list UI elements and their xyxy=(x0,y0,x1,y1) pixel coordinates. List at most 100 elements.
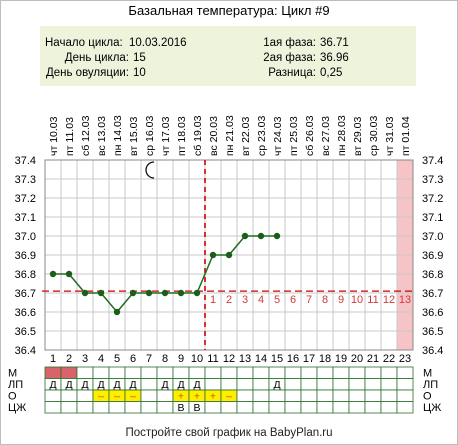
table-cell xyxy=(380,401,398,414)
footer-link[interactable]: Постройте свой график на BabyPlan.ru xyxy=(125,427,332,439)
x-tick-label: 4 xyxy=(98,353,104,365)
table-cell xyxy=(124,366,142,379)
plot-area: 37.4 37.4 37.3 37.3 37.2 37.2 37.1 37.1 37.0 37.0… xyxy=(15,155,444,365)
y-tick-label-right: 36.7 xyxy=(422,288,443,300)
date-label: чт 24.03 xyxy=(272,116,284,156)
luteal-day-number: 7 xyxy=(306,294,312,306)
luteal-day-number: 2 xyxy=(226,294,232,306)
temperature-point[interactable] xyxy=(65,270,73,278)
x-tick-label: 9 xyxy=(178,353,184,365)
table-cell xyxy=(348,401,366,414)
date-label: пн 28.03 xyxy=(336,115,348,156)
date-label: ср 16.03 xyxy=(144,116,156,156)
luteal-day-number: 9 xyxy=(338,294,344,306)
table-cell-mark: – xyxy=(114,391,120,403)
table-cell-mark: Д xyxy=(177,379,184,391)
table-cell xyxy=(140,401,158,414)
row-label-right: М xyxy=(423,368,432,380)
table-cell xyxy=(316,366,334,379)
y-tick-label-left: 36.8 xyxy=(15,269,36,281)
temperature-point[interactable] xyxy=(97,289,105,297)
table-cell xyxy=(252,401,270,414)
temperature-point[interactable] xyxy=(273,232,281,240)
temperature-point[interactable] xyxy=(193,289,201,297)
table-cell xyxy=(44,366,62,379)
phase2-label: 2ая фаза: xyxy=(263,52,316,64)
date-label: вс 13.03 xyxy=(96,116,108,156)
x-tick-label: 22 xyxy=(383,353,395,365)
date-label: чт 31.03 xyxy=(384,116,396,156)
table-cell-mark: – xyxy=(226,391,232,403)
cycle-start-value: 10.03.2016 xyxy=(129,37,187,49)
y-tick-label-left: 36.7 xyxy=(15,288,36,300)
table-cell xyxy=(364,378,382,391)
luteal-day-number: 13 xyxy=(399,294,411,306)
table-cell xyxy=(108,366,126,379)
x-tick-label: 12 xyxy=(223,353,235,365)
x-tick-label: 13 xyxy=(239,353,251,365)
phase1-label: 1ая фаза: xyxy=(263,37,316,49)
table-cell-mark: В xyxy=(177,402,184,414)
table-cell xyxy=(300,401,318,414)
table-cell xyxy=(284,401,302,414)
date-label: вс 20.03 xyxy=(208,116,220,156)
table-cell xyxy=(316,389,334,402)
phase2-value: 36.96 xyxy=(320,52,349,64)
luteal-day-number: 1 xyxy=(210,294,216,306)
table-cell xyxy=(332,366,350,379)
table-cell xyxy=(172,366,190,379)
table-cell xyxy=(60,401,78,414)
temperature-point[interactable] xyxy=(209,251,217,259)
table-cell xyxy=(332,389,350,402)
table-cell xyxy=(316,378,334,391)
y-tick-label-left: 37.4 xyxy=(15,155,36,167)
date-label: вс 27.03 xyxy=(320,116,332,156)
luteal-day-number: 12 xyxy=(383,294,395,306)
y-tick-label-right: 37.3 xyxy=(422,174,443,186)
date-label: пт 18.03 xyxy=(176,116,188,156)
chart-title: Базальная температура: Цикл #9 xyxy=(128,3,329,18)
table-cell xyxy=(204,401,222,414)
date-label: сб 19.03 xyxy=(192,115,204,156)
x-tick-label: 18 xyxy=(319,353,331,365)
table-cell xyxy=(140,366,158,379)
table-cell-mark: Д xyxy=(193,379,200,391)
y-tick-label-left: 37.2 xyxy=(15,193,36,205)
temperature-point[interactable] xyxy=(225,251,233,259)
temperature-point[interactable] xyxy=(129,289,137,297)
table-cell-mark: – xyxy=(130,391,136,403)
x-tick-label: 10 xyxy=(191,353,203,365)
table-cell xyxy=(236,366,254,379)
table-cell-mark: – xyxy=(98,391,104,403)
x-tick-label: 7 xyxy=(146,353,152,365)
table-cell xyxy=(364,401,382,414)
y-tick-label-left: 36.9 xyxy=(15,250,36,262)
table-cell xyxy=(204,378,222,391)
temperature-point[interactable] xyxy=(177,289,185,297)
info-panel: Начало цикла: 10.03.2016 День цикла: 15 … xyxy=(40,26,416,86)
temperature-point[interactable] xyxy=(81,289,89,297)
table-cell xyxy=(396,366,414,379)
crescent-moon-icon xyxy=(145,161,155,179)
luteal-day-number: 4 xyxy=(258,294,264,306)
temperature-point[interactable] xyxy=(241,232,249,240)
temperature-point[interactable] xyxy=(257,232,265,240)
temperature-point[interactable] xyxy=(113,308,121,316)
luteal-day-number: 3 xyxy=(242,294,248,306)
ovulation-day-value: 10 xyxy=(133,67,146,79)
row-label-left: ЛП xyxy=(8,379,23,391)
temperature-point[interactable] xyxy=(145,289,153,297)
table-cell xyxy=(60,389,78,402)
temperature-point[interactable] xyxy=(49,270,57,278)
y-tick-label-left: 36.5 xyxy=(15,326,36,338)
table-cell xyxy=(140,378,158,391)
temperature-point[interactable] xyxy=(161,289,169,297)
table-cell-mark: + xyxy=(194,391,200,403)
table-cell xyxy=(300,366,318,379)
date-label: пт 25.03 xyxy=(288,116,300,156)
table-cell xyxy=(124,401,142,414)
date-label: вт 22.03 xyxy=(240,116,252,156)
date-label: пн 21.03 xyxy=(224,115,236,156)
table-cell xyxy=(364,366,382,379)
y-tick-label-right: 36.9 xyxy=(422,250,443,262)
